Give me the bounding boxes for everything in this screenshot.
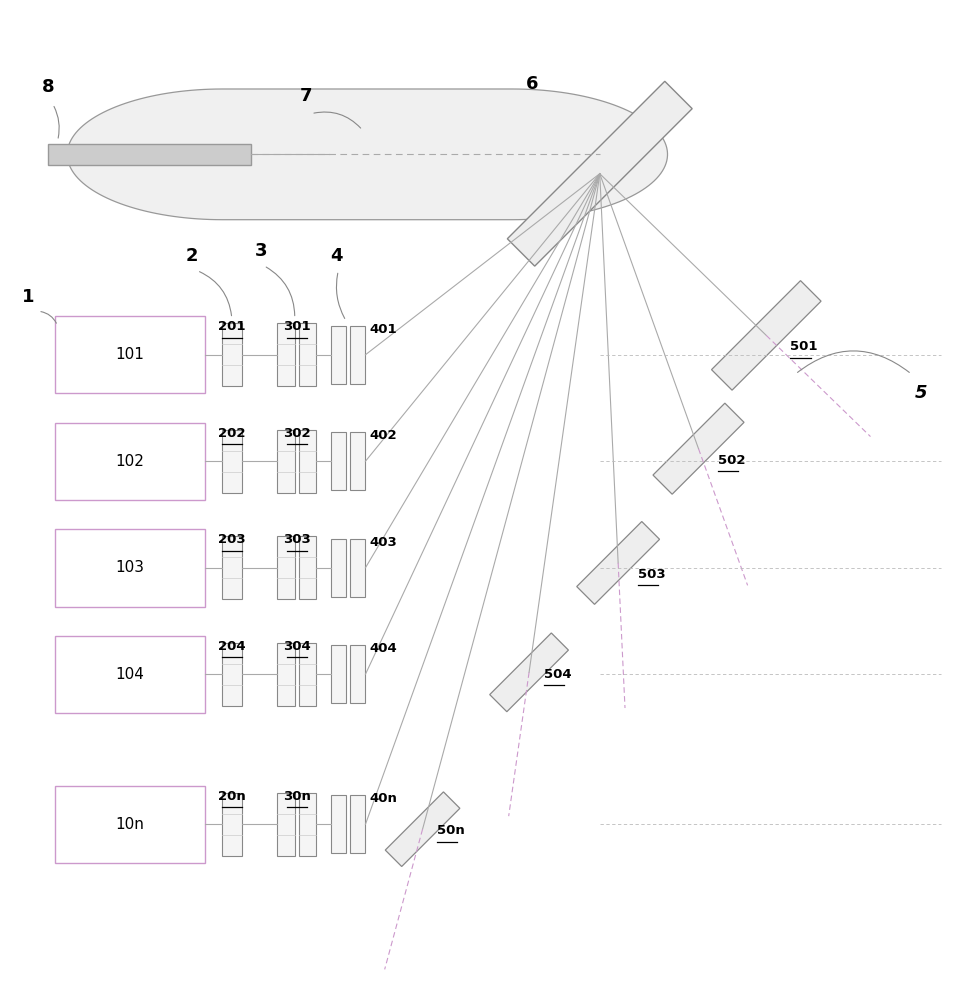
Text: 50n: 50n (437, 824, 465, 837)
Text: 1: 1 (22, 288, 35, 306)
Text: 404: 404 (369, 642, 397, 655)
Text: 3: 3 (254, 242, 267, 260)
Polygon shape (712, 281, 821, 390)
Text: 8: 8 (42, 78, 54, 96)
Polygon shape (489, 633, 568, 712)
Bar (54, 529, 205, 607)
Text: 401: 401 (369, 323, 397, 336)
Text: 402: 402 (369, 429, 397, 442)
Bar (330, 645, 346, 703)
Bar (222, 793, 242, 856)
Polygon shape (577, 522, 659, 604)
Text: 104: 104 (116, 667, 144, 682)
Text: 103: 103 (116, 560, 144, 575)
Text: 403: 403 (369, 536, 397, 549)
Bar (330, 795, 346, 853)
Polygon shape (67, 89, 667, 220)
Bar (299, 536, 317, 599)
Bar (330, 326, 346, 384)
Polygon shape (385, 792, 460, 867)
Text: 504: 504 (544, 668, 571, 681)
Text: 303: 303 (283, 533, 311, 546)
Text: 502: 502 (718, 454, 746, 467)
Text: 5: 5 (915, 384, 927, 402)
Text: 304: 304 (283, 640, 311, 653)
Bar (350, 645, 365, 703)
Polygon shape (653, 403, 744, 494)
Bar (54, 786, 205, 863)
Text: 503: 503 (638, 568, 665, 581)
Text: 203: 203 (218, 533, 246, 546)
Text: 30n: 30n (283, 790, 311, 803)
Bar (222, 643, 242, 706)
Text: 501: 501 (790, 340, 818, 353)
Polygon shape (507, 81, 692, 266)
Bar (299, 643, 317, 706)
Bar (299, 323, 317, 386)
Bar (278, 536, 295, 599)
Bar (299, 793, 317, 856)
Bar (299, 430, 317, 493)
Text: 2: 2 (185, 247, 198, 265)
Bar (330, 539, 346, 597)
Bar (278, 323, 295, 386)
Text: 40n: 40n (369, 792, 397, 805)
Bar (330, 432, 346, 490)
Text: 20n: 20n (218, 790, 246, 803)
Text: 7: 7 (300, 87, 313, 105)
Text: 302: 302 (283, 427, 311, 440)
Text: 202: 202 (218, 427, 246, 440)
Bar (54, 316, 205, 393)
Text: 4: 4 (330, 247, 343, 265)
Bar (222, 323, 242, 386)
Bar (54, 423, 205, 500)
Bar (278, 430, 295, 493)
Bar (222, 430, 242, 493)
Bar (350, 539, 365, 597)
Text: 102: 102 (116, 454, 144, 469)
Bar (350, 432, 365, 490)
Text: 6: 6 (525, 75, 538, 93)
Bar (54, 636, 205, 713)
Text: 204: 204 (218, 640, 246, 653)
Bar (350, 326, 365, 384)
Bar (278, 643, 295, 706)
Text: 101: 101 (116, 347, 144, 362)
Text: 301: 301 (283, 320, 311, 333)
Bar (278, 793, 295, 856)
Text: 201: 201 (218, 320, 246, 333)
Bar (48, 144, 251, 165)
Text: 10n: 10n (116, 817, 144, 832)
Bar (350, 795, 365, 853)
Bar (222, 536, 242, 599)
